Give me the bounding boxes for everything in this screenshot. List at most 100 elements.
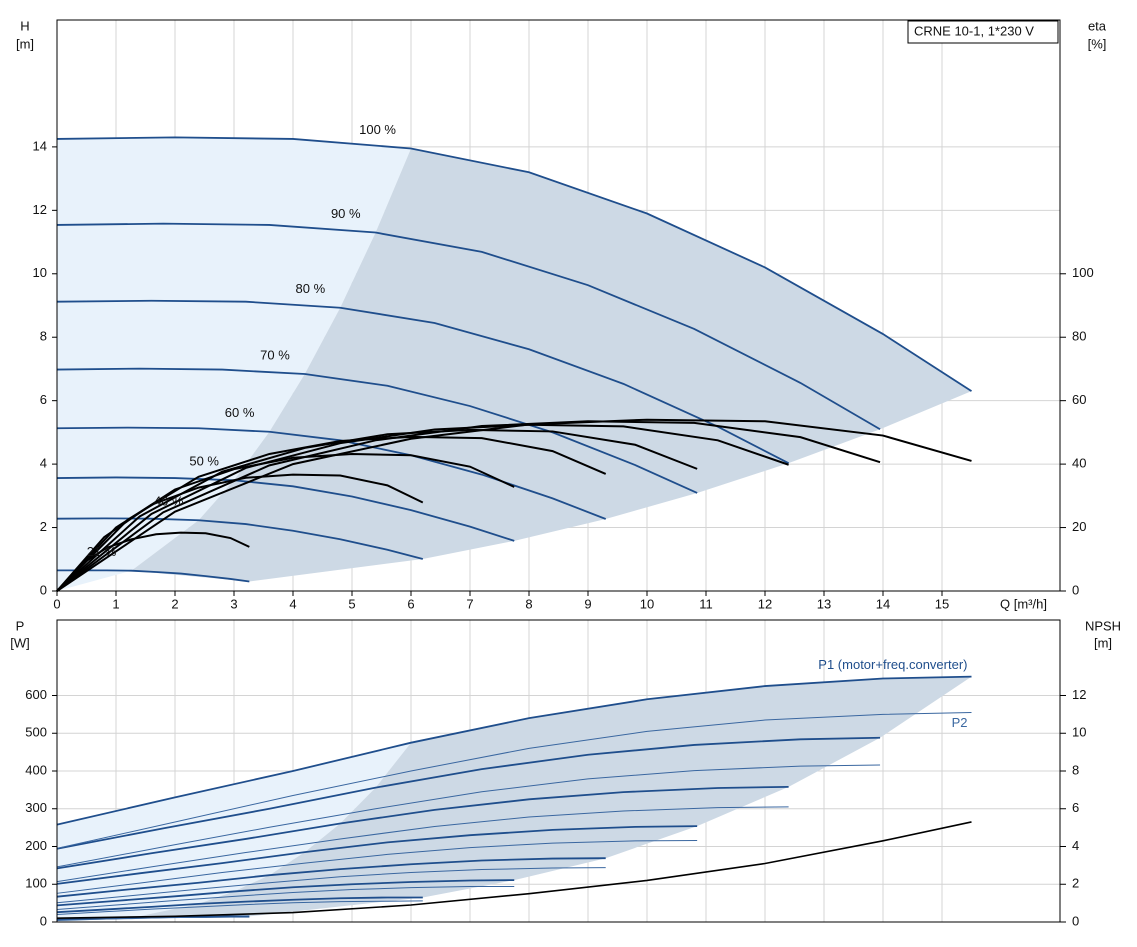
x-tick-label: 11 — [699, 596, 713, 611]
head-curve — [56, 136, 972, 392]
efficiency-curve — [56, 428, 698, 592]
x-tick-label: 14 — [876, 596, 890, 611]
y-tick-label: 0 — [40, 582, 47, 597]
y-axis-unit: [m] — [16, 36, 34, 51]
power-curve — [56, 806, 789, 883]
speed-label: 21 % — [87, 544, 117, 559]
y-tick-label: 12 — [33, 202, 47, 217]
speed-label: 60 % — [225, 405, 255, 420]
y2-axis-unit: [m] — [1094, 635, 1112, 650]
y-tick-label: 100 — [25, 876, 47, 891]
y-tick-label: 300 — [25, 800, 47, 815]
y-axis-label: H — [20, 18, 29, 33]
x-tick-label: 4 — [289, 596, 296, 611]
y-axis-label: P — [16, 618, 25, 633]
region-layer — [57, 137, 972, 922]
plot-frame — [56, 19, 1061, 592]
y-tick-label: 0 — [40, 913, 47, 928]
y-tick-label: 2 — [40, 519, 47, 534]
text-layer: CRNE 10-1, 1*230 V H [m] eta [%] Q [m³/h… — [10, 18, 1121, 928]
curve-layer — [56, 136, 972, 921]
chart-title: CRNE 10-1, 1*230 V — [914, 23, 1034, 38]
operating-area — [131, 148, 972, 582]
power-curve — [56, 825, 698, 885]
x-tick-label: 8 — [525, 596, 532, 611]
head-curve — [56, 299, 790, 464]
y2-tick-label: 10 — [1072, 725, 1086, 740]
y2-tick-label: 4 — [1072, 838, 1079, 853]
y-axis-unit: [W] — [10, 635, 30, 650]
x-tick-label: 6 — [407, 596, 414, 611]
y2-tick-label: 60 — [1072, 392, 1086, 407]
power-curve — [56, 785, 789, 870]
efficiency-curve — [56, 423, 789, 592]
speed-label: 70 % — [260, 347, 290, 362]
curve-label: P1 (motor+freq.converter) — [818, 657, 967, 672]
npsh-curve — [56, 821, 972, 920]
y2-tick-label: 100 — [1072, 265, 1094, 280]
y2-tick-label: 2 — [1072, 876, 1079, 891]
x-tick-label: 9 — [584, 596, 591, 611]
efficiency-curve — [56, 473, 424, 592]
power-curve — [56, 916, 250, 921]
power-curve — [56, 886, 515, 911]
x-tick-label: 5 — [348, 596, 355, 611]
y2-tick-label: 0 — [1072, 913, 1079, 928]
power-curve — [56, 736, 881, 850]
power-curve — [56, 839, 698, 894]
power-curve — [56, 857, 606, 898]
y2-axis-label: eta — [1088, 18, 1107, 33]
frame-layer — [52, 19, 1066, 923]
y2-tick-label: 80 — [1072, 329, 1086, 344]
head-curve — [56, 222, 881, 430]
efficiency-curve — [56, 420, 881, 592]
y-tick-label: 200 — [25, 838, 47, 853]
y-tick-label: 500 — [25, 725, 47, 740]
operating-area-light — [57, 742, 411, 922]
x-tick-label: 12 — [758, 596, 772, 611]
speed-label: 90 % — [331, 206, 361, 221]
speed-label: 50 % — [189, 454, 219, 469]
power-curve — [56, 879, 515, 907]
y-tick-label: 10 — [33, 265, 47, 280]
x-axis-label: Q [m³/h] — [1000, 596, 1047, 611]
y2-tick-label: 12 — [1072, 687, 1086, 702]
x-tick-label: 10 — [640, 596, 654, 611]
y-tick-label: 400 — [25, 762, 47, 777]
y-tick-label: 6 — [40, 392, 47, 407]
head-curve — [56, 476, 515, 542]
power-curve — [56, 764, 881, 868]
power-curve — [56, 711, 972, 849]
power-curve — [56, 675, 972, 826]
y2-axis-unit: [%] — [1088, 36, 1107, 51]
y-tick-label: 14 — [33, 138, 47, 153]
speed-label: 100 % — [359, 122, 396, 137]
x-tick-label: 15 — [935, 596, 949, 611]
x-tick-label: 3 — [230, 596, 237, 611]
head-curve — [56, 517, 424, 560]
curve-label: P2 — [952, 715, 968, 730]
x-tick-label: 7 — [466, 596, 473, 611]
power-curve — [56, 867, 606, 904]
y2-axis-label: NPSH — [1085, 618, 1121, 633]
y2-tick-label: 40 — [1072, 456, 1086, 471]
head-curve — [57, 569, 250, 583]
power-curve — [56, 900, 423, 915]
y2-tick-label: 0 — [1072, 582, 1079, 597]
power-curve — [56, 896, 423, 914]
y-tick-label: 4 — [40, 456, 47, 471]
x-tick-label: 1 — [112, 596, 119, 611]
title-box — [907, 20, 1059, 44]
x-tick-label: 0 — [53, 596, 60, 611]
y2-tick-label: 8 — [1072, 762, 1079, 777]
y2-tick-label: 20 — [1072, 519, 1086, 534]
speed-label: 80 % — [296, 281, 326, 296]
x-tick-label: 13 — [817, 596, 831, 611]
efficiency-curve — [56, 531, 250, 592]
y-tick-label: 600 — [25, 687, 47, 702]
y-tick-label: 8 — [40, 329, 47, 344]
head-curve — [56, 367, 698, 494]
x-tick-label: 2 — [171, 596, 178, 611]
y2-tick-label: 6 — [1072, 800, 1079, 815]
